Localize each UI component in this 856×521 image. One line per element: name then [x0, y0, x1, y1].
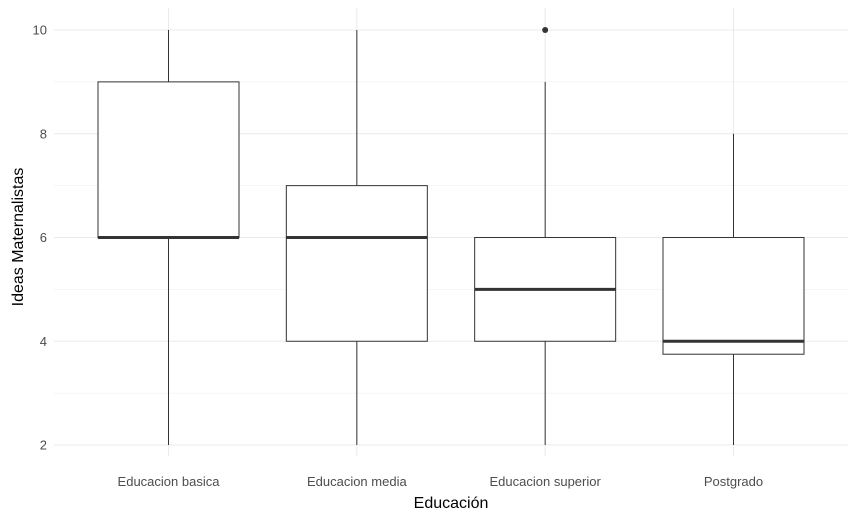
x-tick-label: Educacion media: [307, 474, 407, 489]
box-1: [97, 30, 240, 445]
box-body: [662, 237, 805, 355]
x-tick-label: Postgrado: [704, 474, 763, 489]
y-axis-title: Ideas Maternalistas: [10, 168, 27, 307]
x-tick-label: Educacion basica: [118, 474, 221, 489]
box-4: [662, 133, 805, 445]
y-tick-label: 10: [33, 23, 47, 38]
x-axis-title: Educación: [414, 495, 489, 512]
outlier-point: [542, 27, 549, 33]
y-tick-label: 2: [40, 438, 47, 453]
x-axis: Educacion basica Educacion media Educacion…: [118, 474, 764, 489]
x-tick-label: Educacion superior: [490, 474, 602, 489]
y-axis: 2 4 6 8 10: [33, 23, 47, 453]
box-2: [285, 30, 428, 445]
boxes: [97, 27, 805, 445]
box-body: [97, 81, 240, 238]
y-tick-label: 4: [40, 334, 47, 349]
box-3: [474, 27, 617, 445]
y-tick-label: 6: [40, 230, 47, 245]
y-tick-label: 8: [40, 126, 47, 141]
box-body: [285, 185, 428, 342]
